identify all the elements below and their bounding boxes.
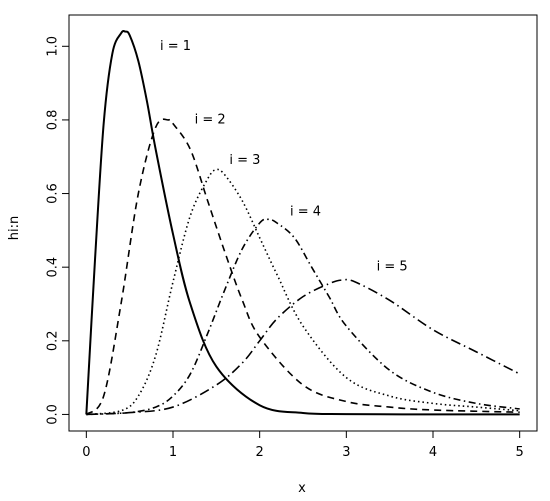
annotation-i3: i = 3 [229, 153, 260, 168]
y-tick-label: 0.8 [46, 110, 61, 131]
x-axis-label: x [298, 481, 306, 496]
x-tick-label: 0 [82, 445, 90, 460]
y-tick-label: 0.0 [46, 404, 61, 425]
annotation-i2: i = 2 [195, 112, 226, 127]
y-tick-label: 0.6 [46, 183, 61, 204]
axes: 0 1 2 3 4 5 0.0 0.2 0.4 0.6 0.8 1.0 [46, 14, 538, 460]
series-line-1 [85, 30, 520, 416]
y-axis-label: hi:n [7, 216, 22, 240]
annotation-i4: i = 4 [290, 204, 321, 219]
plot-frame [68, 14, 538, 432]
annotation-i5: i = 5 [377, 260, 408, 275]
annotation-i1: i = 1 [160, 39, 191, 54]
x-tick-label: 1 [169, 445, 177, 460]
y-tick-label: 1.0 [46, 36, 61, 57]
x-tick-label: 5 [516, 445, 524, 460]
y-tick-label: 0.4 [46, 257, 61, 278]
series-line-2 [85, 118, 520, 416]
series-line-5 [86, 278, 521, 416]
x-tick-label: 3 [342, 445, 350, 460]
x-tick-label: 4 [429, 445, 437, 460]
y-tick-label: 0.2 [46, 330, 61, 351]
x-tick-label: 2 [256, 445, 264, 460]
annotations: i = 1 i = 2 i = 3 i = 4 i = 5 [160, 39, 408, 275]
series-group [85, 30, 521, 416]
series-line-4 [86, 218, 520, 416]
